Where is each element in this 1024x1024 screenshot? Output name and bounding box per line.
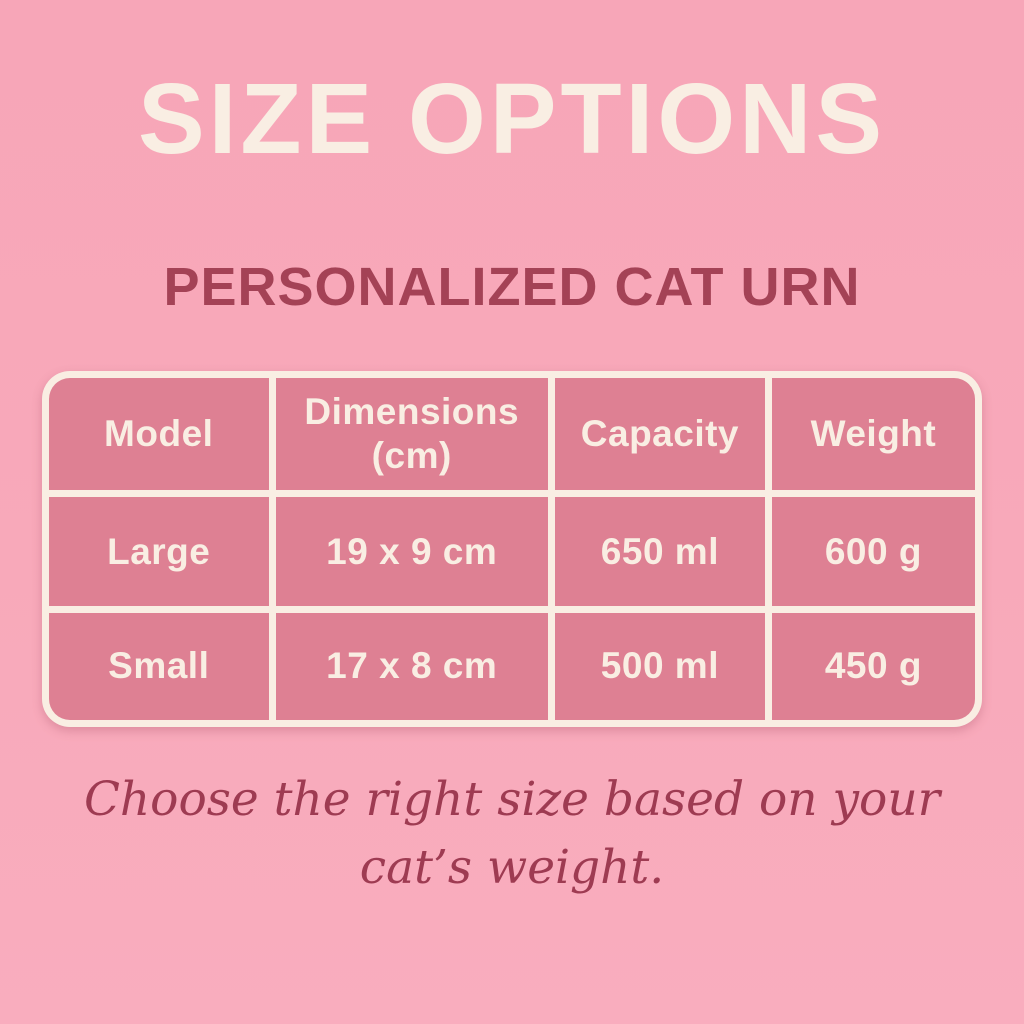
table-row-large-model: Large: [49, 497, 269, 606]
table-row-large-capacity: 650 ml: [554, 497, 765, 606]
size-options-table: Model Dimensions (cm) Capacity Weight Lar…: [42, 371, 982, 727]
page-subtitle: PERSONALIZED CAT URN: [163, 257, 861, 317]
caption-line1: Choose the right size based on your: [83, 772, 941, 827]
header-cell-weight: Weight: [771, 378, 975, 491]
cell-value: 450 g: [824, 645, 922, 687]
caption-text: Choose the right size based on your cat’…: [0, 766, 1024, 902]
table-row-small-dimensions: 17 x 8 cm: [275, 612, 548, 720]
cell-value: 17 x 8 cm: [326, 645, 498, 687]
header-label-weight: Weight: [810, 413, 937, 455]
cell-value: 19 x 9 cm: [326, 530, 498, 572]
cell-value: Small: [108, 645, 210, 687]
header-cell-dimensions: Dimensions (cm): [275, 378, 548, 491]
header-label-capacity: Capacity: [580, 413, 740, 455]
table-row-large-weight: 600 g: [771, 497, 975, 606]
header-label-dimensions: Dimensions (cm): [304, 391, 520, 477]
page-title: SIZE OPTIONS: [137, 63, 887, 175]
size-options-grid: Model Dimensions (cm) Capacity Weight Lar…: [49, 378, 975, 720]
cell-value: Large: [107, 530, 211, 572]
table-row-small-weight: 450 g: [771, 612, 975, 720]
cell-value: 650 ml: [600, 530, 719, 572]
caption-line2: cat’s weight.: [359, 840, 665, 896]
header-label-model: Model: [104, 413, 214, 455]
cell-value: 500 ml: [600, 645, 719, 687]
table-row-small-model: Small: [49, 612, 269, 720]
table-row-small-capacity: 500 ml: [554, 612, 765, 720]
header-cell-capacity: Capacity: [554, 378, 765, 491]
header-label-dimensions-unit: (cm): [371, 435, 452, 477]
header-cell-model: Model: [49, 378, 269, 491]
cell-value: 600 g: [824, 530, 922, 572]
table-row-large-dimensions: 19 x 9 cm: [275, 497, 548, 606]
